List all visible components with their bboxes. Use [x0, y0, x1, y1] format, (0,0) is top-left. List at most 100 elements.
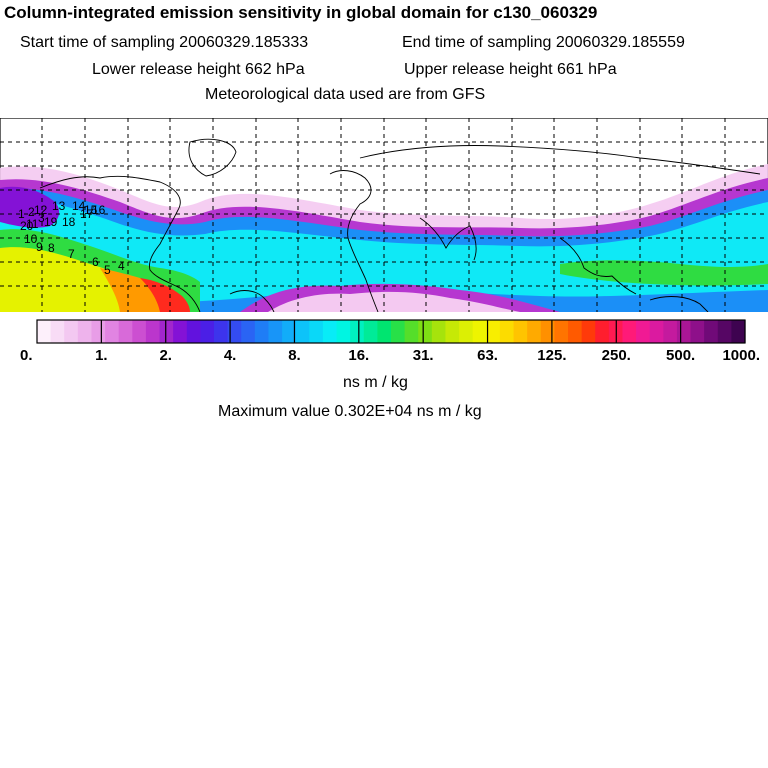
- color-scale-cell: [554, 320, 569, 343]
- color-scale-cell: [690, 320, 705, 343]
- color-scale-cell: [254, 320, 270, 343]
- color-scale-cell: [159, 320, 174, 343]
- color-scale-tick-label: 1.: [95, 347, 108, 364]
- band-south-pink: [268, 291, 520, 312]
- color-scale-cell: [118, 320, 133, 343]
- color-scale-cell: [91, 320, 106, 343]
- color-scale-cell: [227, 320, 242, 343]
- color-scale-cell: [50, 320, 65, 343]
- color-scale: 0. 1. 2. 4. 8. 16. 31. 63. 125. 250. 500. 1000.: [20, 319, 760, 364]
- trajectory-point-label: 9: [36, 240, 43, 254]
- color-scale-cell: [472, 320, 487, 343]
- graticule: [0, 118, 768, 312]
- color-scale-cell: [717, 320, 732, 343]
- color-scale-cell: [540, 320, 555, 343]
- color-scale-cell: [350, 320, 365, 343]
- color-scale-tick-label: 63.: [477, 347, 498, 364]
- color-scale-tick-label: 31.: [413, 347, 434, 364]
- color-scale-cell: [418, 320, 433, 343]
- trajectory-point-label: 8: [48, 241, 55, 255]
- color-scale-tick-label: 500.: [666, 347, 695, 364]
- color-scale-cell: [363, 320, 378, 343]
- trajectory-point-label: 18: [62, 215, 76, 229]
- color-scale-cell: [105, 320, 120, 343]
- color-scale-cell: [336, 320, 351, 343]
- color-scale-tick-label: 16.: [348, 347, 369, 364]
- color-scale-tick-label: 125.: [537, 347, 566, 364]
- color-scale-ticks: [100, 320, 682, 343]
- color-scale-cell: [459, 320, 474, 343]
- trajectory-point-label: 3: [38, 211, 45, 225]
- trajectory-point-label: 20: [20, 219, 34, 233]
- color-scale-cell: [309, 320, 324, 343]
- trajectory-point-label: 1: [18, 207, 25, 221]
- color-scale-cell: [322, 320, 338, 343]
- color-scale-cell: [391, 320, 406, 343]
- color-scale-cell: [622, 320, 637, 343]
- color-scale-cell: [513, 320, 528, 343]
- color-scale-cell: [676, 320, 692, 343]
- trajectory-point-label: 7: [68, 247, 75, 261]
- color-scale-cell: [663, 320, 678, 343]
- color-scale-cell: [186, 320, 201, 343]
- color-scale-cell: [581, 320, 596, 343]
- color-scale-cell: [173, 320, 188, 343]
- color-scale-cells: [37, 320, 746, 343]
- trajectory-point-label: 17: [80, 207, 94, 221]
- color-scale-cell: [377, 320, 392, 343]
- color-scale-cell: [527, 320, 542, 343]
- color-scale-tick-label: 2.: [159, 347, 172, 364]
- color-scale-cell: [649, 320, 664, 343]
- color-scale-cell: [145, 320, 161, 343]
- color-scale-cell: [214, 320, 229, 343]
- upper-release-height: Upper release height 661 hPa: [404, 61, 617, 78]
- color-scale-cell: [37, 320, 52, 343]
- trajectory-point-label: 16: [92, 203, 106, 217]
- color-scale-tick-label: 0.: [20, 347, 33, 364]
- color-scale-cell: [636, 320, 651, 343]
- color-scale-cell: [431, 320, 447, 343]
- color-scale-tick-label: 1000.: [722, 347, 760, 364]
- patch-green-asia: [560, 260, 768, 286]
- lower-release-height: Lower release height 662 hPa: [92, 61, 305, 78]
- color-scale-cell: [499, 320, 515, 343]
- color-scale-tick-labels: 0. 1. 2. 4. 8. 16. 31. 63. 125. 250. 500. 1000.: [20, 347, 760, 364]
- trajectory-point-label: 6: [92, 255, 99, 269]
- color-scale-cell: [731, 320, 746, 343]
- patch-purple-west: [0, 186, 60, 228]
- sampling-start-time: Start time of sampling 20060329.185333: [20, 34, 309, 51]
- color-scale-tick-label: 8.: [288, 347, 301, 364]
- trajectory-point-label: 15: [84, 203, 98, 217]
- color-scale-cell: [132, 320, 147, 343]
- color-scale-cell: [595, 320, 610, 343]
- trajectory-point-label: 5: [104, 263, 111, 277]
- map-title: Column-integrated emission sensitivity i…: [4, 3, 598, 22]
- color-scale-cell: [295, 320, 310, 343]
- color-scale-cell: [704, 320, 719, 343]
- meteorological-data-source: Meteorological data used are from GFS: [205, 86, 486, 103]
- trajectory-point-label: 10: [24, 232, 38, 246]
- color-scale-cell: [568, 320, 583, 343]
- color-scale-tick-label: 4.: [224, 347, 237, 364]
- color-scale-frame: [36, 319, 746, 344]
- colorbar-units: ns m / kg: [343, 374, 408, 391]
- color-scale-cell: [282, 320, 297, 343]
- trajectory-point-label: 13: [52, 199, 66, 213]
- trajectory-point-label: 11: [26, 217, 39, 231]
- sampling-end-time: End time of sampling 20060329.185559: [402, 34, 685, 51]
- color-scale-cell: [268, 320, 283, 343]
- trajectory-point-label: 4: [118, 259, 125, 273]
- color-scale-cell: [445, 320, 460, 343]
- trajectory-point-label: 14: [72, 199, 86, 213]
- color-scale-tick-label: 250.: [602, 347, 631, 364]
- color-scale-cell: [486, 320, 501, 343]
- trajectory-point-label: 19: [44, 215, 58, 229]
- trajectory-point-label: 2: [28, 205, 35, 219]
- maximum-value-label: Maximum value 0.302E+04 ns m / kg: [218, 403, 482, 420]
- color-scale-cell: [404, 320, 419, 343]
- color-scale-cell: [64, 320, 79, 343]
- color-scale-cell: [241, 320, 256, 343]
- color-scale-cell: [200, 320, 215, 343]
